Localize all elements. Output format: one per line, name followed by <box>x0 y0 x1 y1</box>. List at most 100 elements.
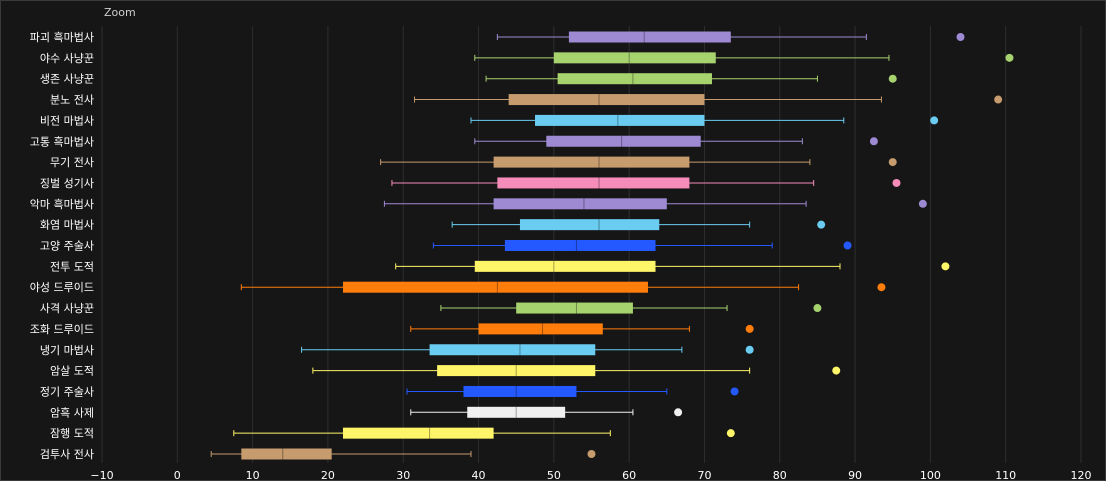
x-tick-label: 110 <box>995 469 1016 480</box>
outlier-point <box>587 450 596 458</box>
box-row <box>383 198 927 210</box>
category-label: 생존 사냥꾼 <box>40 73 94 86</box>
category-label: 조화 드루이드 <box>30 323 94 336</box>
category-label: 악마 흑마법사 <box>30 197 94 211</box>
x-tick-label: 0 <box>174 469 181 480</box>
box <box>497 177 690 189</box>
category-label: 사격 사냥꾼 <box>40 302 94 315</box>
box <box>241 448 332 460</box>
box-row <box>432 240 852 251</box>
category-label: 징벌 성기사 <box>40 177 94 190</box>
box <box>553 52 716 64</box>
outlier-point <box>994 95 1003 104</box>
category-label: 고양 주술사 <box>40 240 94 253</box>
outlier-point <box>1005 53 1014 62</box>
box <box>516 302 633 314</box>
x-tick-label: 80 <box>773 469 787 480</box>
outlier-point <box>930 116 939 125</box>
x-tick-label: 30 <box>396 469 410 480</box>
outlier-point <box>745 345 754 354</box>
box-row <box>301 344 754 356</box>
box-row <box>440 302 822 314</box>
box-row <box>474 52 1014 64</box>
box-row <box>233 427 735 439</box>
outlier-point <box>730 387 739 396</box>
category-label: 잠행 도적 <box>50 427 94 440</box>
category-label: 분노 전사 <box>50 94 94 107</box>
outlier-point <box>832 366 841 375</box>
box-row <box>406 385 739 397</box>
x-tick-labels: −10 0 10 20 30 40 50 60 70 80 90 100 110 120 <box>90 469 1091 480</box>
box-row <box>210 448 596 460</box>
category-label: 화염 마법사 <box>40 219 94 232</box>
box-row <box>496 31 965 43</box>
outlier-point <box>888 74 897 83</box>
outlier-point <box>892 178 901 187</box>
box <box>342 427 494 439</box>
box <box>342 281 648 293</box>
box <box>546 135 701 147</box>
outlier-point <box>877 283 886 292</box>
x-tick-label: 120 <box>1071 469 1092 480</box>
grid-lines <box>101 26 1082 463</box>
category-label: 암살 도적 <box>50 365 94 378</box>
x-tick-label: 90 <box>848 469 862 480</box>
box <box>508 94 705 106</box>
box-series <box>210 31 1014 460</box>
box <box>557 73 712 85</box>
category-label: 야수 사냥꾼 <box>40 52 94 65</box>
box <box>568 31 731 43</box>
box <box>504 240 656 251</box>
box-row <box>410 406 683 418</box>
box <box>519 219 660 231</box>
x-tick-label: 10 <box>246 469 260 480</box>
box <box>478 323 603 335</box>
category-label: 야성 드루이드 <box>30 281 94 294</box>
box-row <box>312 365 841 377</box>
box-row <box>410 323 754 335</box>
x-tick-label: 100 <box>920 469 941 480</box>
box <box>474 260 656 272</box>
category-label: 고통 흑마법사 <box>30 134 94 148</box>
x-tick-label: 20 <box>321 469 335 480</box>
outlier-point <box>843 241 852 250</box>
category-label: 암흑 사제 <box>50 405 94 419</box>
category-label: 전투 도적 <box>50 260 94 273</box>
box <box>467 406 566 418</box>
x-tick-label: 50 <box>547 469 561 480</box>
outlier-point <box>888 158 897 167</box>
outlier-point <box>918 199 927 208</box>
outlier-point <box>813 304 822 313</box>
outlier-point <box>869 137 878 146</box>
box-row <box>414 94 1003 106</box>
outlier-point <box>726 429 735 438</box>
box <box>535 114 705 126</box>
category-label: 냉기 마법사 <box>40 344 94 357</box>
box <box>429 344 596 356</box>
box-row <box>485 73 897 85</box>
outlier-point <box>956 33 965 41</box>
box <box>493 198 667 210</box>
box-row <box>380 156 897 168</box>
x-tick-label: 60 <box>622 469 636 480</box>
outlier-point <box>817 220 826 229</box>
box <box>463 385 577 397</box>
box <box>437 365 596 377</box>
outlier-point <box>674 408 683 417</box>
box-row <box>240 281 886 293</box>
x-tick-label: −10 <box>90 469 113 480</box>
outlier-point <box>745 324 754 333</box>
box <box>493 156 690 168</box>
box-row <box>470 114 939 126</box>
box-row <box>391 177 901 189</box>
category-label: 검투사 전사 <box>40 448 94 461</box>
category-label: 무기 전사 <box>50 156 94 169</box>
zoom-label[interactable]: Zoom <box>104 6 136 19</box>
x-tick-label: 70 <box>697 469 711 480</box>
category-label: 파괴 흑마법사 <box>30 30 94 44</box>
category-label: 정기 주술사 <box>40 385 94 398</box>
box-row <box>395 260 950 272</box>
